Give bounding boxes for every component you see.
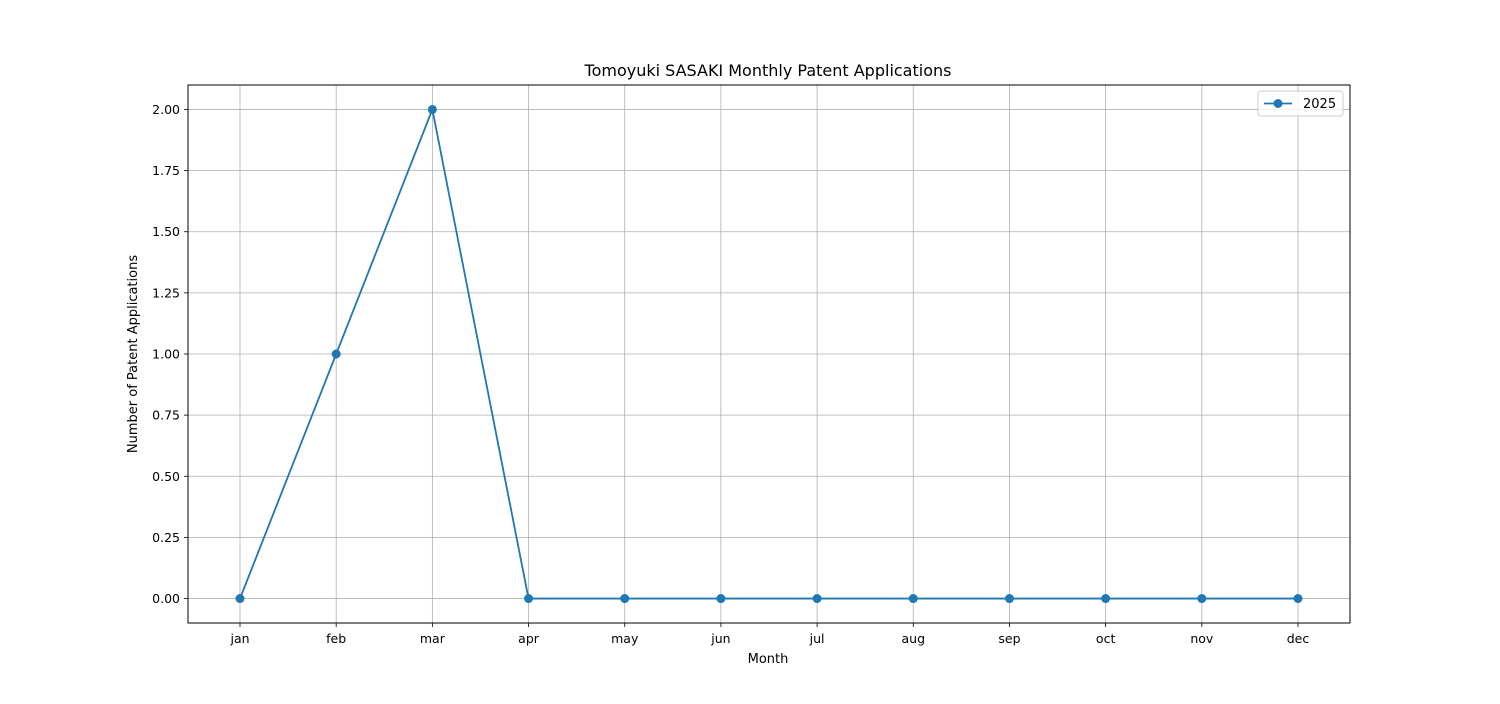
- y-tick-label: 1.75: [152, 163, 180, 178]
- y-tick-label: 1.00: [152, 347, 180, 362]
- legend: 2025: [1258, 91, 1343, 116]
- y-tick-label: 0.00: [152, 591, 180, 606]
- x-axis-ticks: jan feb mar apr may jun jul aug sep oct nov dec: [229, 623, 1309, 646]
- data-point: [1101, 594, 1110, 603]
- x-tick-label: mar: [420, 631, 446, 646]
- y-axis-label: Number of Patent Applications: [126, 255, 141, 453]
- data-point: [236, 594, 245, 603]
- x-tick-label: sep: [998, 631, 1020, 646]
- x-tick-label: jan: [229, 631, 249, 646]
- x-tick-label: jul: [809, 631, 825, 646]
- y-tick-label: 2.00: [152, 102, 180, 117]
- x-tick-label: dec: [1287, 631, 1310, 646]
- y-tick-label: 0.25: [152, 530, 180, 545]
- chart-title: Tomoyuki SASAKI Monthly Patent Applicati…: [584, 61, 952, 80]
- data-point: [909, 594, 918, 603]
- data-point: [1197, 594, 1206, 603]
- x-tick-label: nov: [1190, 631, 1214, 646]
- x-tick-label: may: [611, 631, 639, 646]
- data-point: [716, 594, 725, 603]
- x-tick-label: aug: [902, 631, 926, 646]
- data-point: [1005, 594, 1014, 603]
- grid-lines: [188, 85, 1350, 623]
- data-point: [1294, 594, 1303, 603]
- data-point: [524, 594, 533, 603]
- data-point: [813, 594, 822, 603]
- legend-label: 2025: [1303, 97, 1336, 112]
- y-tick-label: 1.50: [152, 224, 180, 239]
- y-tick-label: 1.25: [152, 285, 180, 300]
- x-tick-label: jun: [710, 631, 730, 646]
- data-point: [620, 594, 629, 603]
- x-axis-label: Month: [748, 652, 789, 667]
- data-point: [332, 350, 341, 359]
- y-tick-label: 0.75: [152, 408, 180, 423]
- y-axis-ticks: 0.00 0.25 0.50 0.75 1.00 1.25 1.50 1.75 2.00: [152, 102, 188, 606]
- x-tick-label: feb: [326, 631, 346, 646]
- data-point: [428, 105, 437, 114]
- legend-marker-swatch: [1274, 99, 1283, 108]
- x-tick-label: apr: [518, 631, 540, 646]
- y-tick-label: 0.50: [152, 469, 180, 484]
- x-tick-label: oct: [1096, 631, 1116, 646]
